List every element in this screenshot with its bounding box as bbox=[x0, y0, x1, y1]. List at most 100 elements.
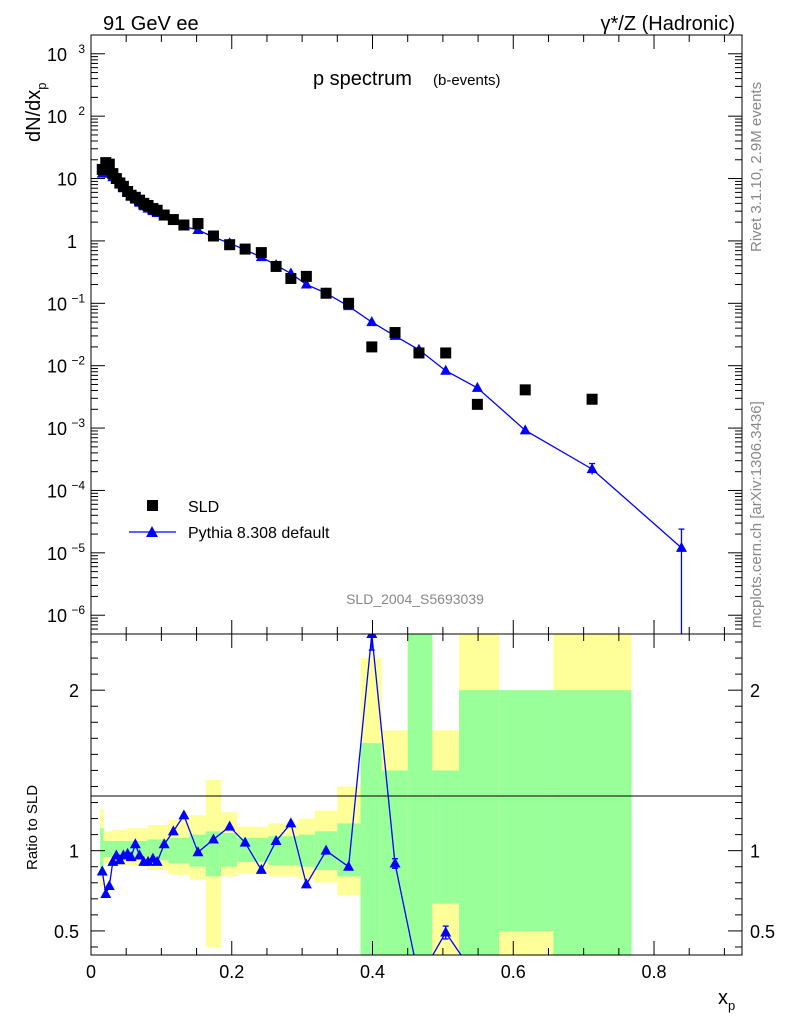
legend-marker-pythia bbox=[146, 526, 158, 537]
sld-point bbox=[519, 384, 531, 396]
ratio-point bbox=[134, 849, 146, 860]
sld-point bbox=[320, 287, 332, 299]
ratio-band-inner bbox=[432, 770, 460, 904]
legend-marker-sld bbox=[147, 500, 158, 511]
y-tick-label: 10 bbox=[47, 544, 67, 564]
ratio-band-inner bbox=[237, 837, 269, 862]
ratio-series-clip bbox=[96, 634, 462, 955]
x-tick-label: 0 bbox=[86, 962, 96, 982]
ratio-panel: 0.5 0.5 1 1 2 2 0 0.2 0.4 0.6 0.8 Ratio to SLD xp bbox=[24, 633, 775, 1013]
sld-point bbox=[178, 219, 190, 231]
sld-point bbox=[207, 230, 219, 242]
ratio-point bbox=[178, 809, 190, 820]
sld-point bbox=[586, 393, 598, 405]
ratio-point bbox=[151, 855, 163, 866]
sld-point bbox=[440, 347, 452, 359]
y-axis-label-ratio: Ratio to SLD bbox=[24, 785, 41, 870]
x-tick-label: 0.4 bbox=[360, 962, 385, 982]
mc-point bbox=[519, 424, 531, 435]
ratio-band-inner bbox=[298, 834, 315, 867]
svg-text:xp: xp bbox=[718, 987, 735, 1013]
legend-label-pythia: Pythia 8.308 default bbox=[188, 525, 330, 542]
y-tick-label-exponent: 2 bbox=[78, 104, 85, 118]
y-tick-label-exponent: −3 bbox=[71, 416, 85, 430]
ratio-axes-ticks: 0.5 0.5 1 1 2 2 0 0.2 0.4 0.6 0.8 bbox=[54, 634, 775, 982]
ratio-point bbox=[270, 835, 282, 846]
ratio-point bbox=[300, 878, 312, 889]
ratio-point bbox=[343, 860, 355, 871]
ratio-point bbox=[207, 833, 219, 844]
y-axis-label-main-text: dN/dx bbox=[23, 90, 45, 142]
ratio-y-tick-label-right: 2 bbox=[750, 681, 760, 701]
y-tick-label: 10 bbox=[47, 357, 67, 377]
chart-title: p spectrum bbox=[313, 68, 412, 90]
mc-point bbox=[675, 541, 687, 552]
sld-point bbox=[103, 158, 115, 170]
sld-point bbox=[471, 398, 483, 410]
header-left: 91 GeV ee bbox=[103, 13, 199, 35]
ratio-point bbox=[440, 926, 452, 937]
sld-point bbox=[389, 327, 401, 339]
sld-point bbox=[285, 272, 297, 284]
sld-point bbox=[366, 341, 378, 353]
y-tick-label: 1 bbox=[67, 232, 77, 252]
header-right: γ*/Z (Hadronic) bbox=[601, 13, 735, 35]
main-axes-ticks: 10 −6 10 −5 10 −4 10 −3 10 −2 10 −1 1 10 10 2 10 3 bbox=[47, 35, 742, 634]
ratio-point bbox=[389, 857, 401, 868]
sld-point bbox=[158, 209, 170, 221]
rivet-version-label: Rivet 3.1.10, 2.9M events bbox=[748, 82, 765, 252]
sld-point bbox=[224, 239, 236, 251]
y-tick-label-exponent: 3 bbox=[78, 42, 85, 56]
ratio-point bbox=[224, 820, 236, 831]
legend: SLD Pythia 8.308 default bbox=[129, 499, 330, 542]
ratio-y-tick-label: 2 bbox=[69, 681, 79, 701]
ratio-point bbox=[103, 879, 115, 890]
y-tick-label: 10 bbox=[47, 481, 67, 501]
ratio-point bbox=[167, 825, 179, 836]
sld-point bbox=[96, 163, 108, 175]
ratio-point bbox=[142, 855, 154, 866]
sld-point bbox=[167, 214, 179, 226]
ratio-y-tick-label: 1 bbox=[69, 842, 79, 862]
x-axis-label: xp bbox=[718, 987, 735, 1013]
ratio-band-inner bbox=[499, 690, 554, 931]
ratio-band-inner bbox=[103, 841, 113, 858]
main-frame bbox=[90, 34, 743, 635]
y-tick-label: 10 bbox=[47, 107, 67, 127]
sld-point bbox=[343, 297, 355, 309]
ratio-band-inner bbox=[168, 837, 190, 864]
ratio-point bbox=[129, 838, 141, 849]
ratio-point bbox=[100, 888, 112, 899]
svg-text:dN/dxp: dN/dxp bbox=[23, 83, 49, 142]
ratio-frame bbox=[90, 633, 743, 956]
mc-series bbox=[96, 166, 687, 634]
ratio-band-inner bbox=[407, 634, 433, 955]
mc-point bbox=[300, 278, 312, 289]
sld-point bbox=[151, 204, 163, 216]
y-tick-label-exponent: −6 bbox=[71, 603, 85, 617]
ratio-point bbox=[285, 817, 297, 828]
ratio-y-tick-label-right: 1 bbox=[750, 842, 760, 862]
ratio-point bbox=[366, 634, 378, 638]
mc-point bbox=[366, 316, 378, 327]
x-axis-label-sub: p bbox=[728, 998, 735, 1013]
mcplots-label: mcplots.cern.ch [arXiv:1306.3436] bbox=[748, 401, 765, 628]
sld-point bbox=[413, 347, 425, 359]
ratio-uncertainty-bands bbox=[100, 634, 632, 955]
x-axis-label-text: x bbox=[718, 987, 728, 1009]
chart-subtitle: (b-events) bbox=[433, 72, 501, 89]
sld-point bbox=[192, 218, 204, 230]
x-tick-label: 0.8 bbox=[642, 962, 667, 982]
ratio-band-inner bbox=[553, 690, 632, 955]
ratio-point bbox=[239, 836, 251, 847]
ratio-point bbox=[96, 865, 108, 876]
main-panel: 10 −6 10 −5 10 −4 10 −3 10 −2 10 −1 1 10 10 2 10 3 p spec… bbox=[23, 34, 743, 635]
y-tick-label: 10 bbox=[47, 45, 67, 65]
ratio-band-inner bbox=[221, 833, 238, 867]
data-series bbox=[96, 157, 598, 410]
mc-point bbox=[440, 364, 452, 375]
y-axis-label-main-sub: p bbox=[34, 83, 49, 90]
y-tick-label: 10 bbox=[47, 294, 67, 314]
ratio-series bbox=[96, 634, 462, 955]
